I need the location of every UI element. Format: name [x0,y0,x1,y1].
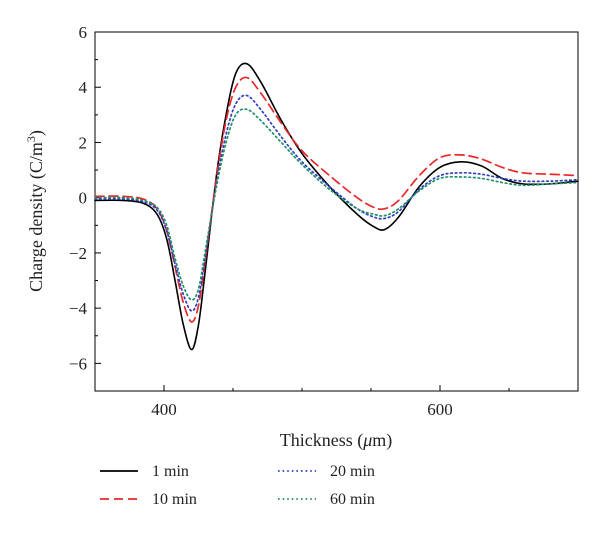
legend: 1 min 10 min 20 min 60 min [100,463,375,508]
y-tick-label: 4 [79,78,88,97]
x-axis-ticks: 400 600 [94,385,579,419]
x-tick-label: 600 [427,400,453,419]
y-axis-label: Charge density (C/m3) [24,130,47,292]
y-tick-label: 0 [79,189,88,208]
y-tick-label: −6 [69,354,87,373]
legend-label: 60 min [330,491,375,508]
y-tick-label: 6 [79,23,88,42]
x-tick-label: 400 [151,400,177,419]
legend-label: 20 min [330,463,375,480]
plot-frame [94,31,579,392]
series-line-20-min [94,94,579,312]
plot-area: −6 −4 −2 0 2 4 6 400 600 [69,23,579,419]
y-tick-label: −4 [69,299,88,318]
y-axis-ticks: −6 −4 −2 0 2 4 6 [69,23,101,392]
series-line-60-min [94,108,579,301]
legend-label: 1 min [152,463,189,480]
legend-label: 10 min [152,491,197,508]
series-lines [94,62,579,351]
x-axis-label: Thickness (μm) [280,430,393,451]
y-tick-label: −2 [69,244,87,263]
series-line-1-min [94,62,579,351]
series-line-10-min [94,76,579,323]
y-tick-label: 2 [79,133,88,152]
